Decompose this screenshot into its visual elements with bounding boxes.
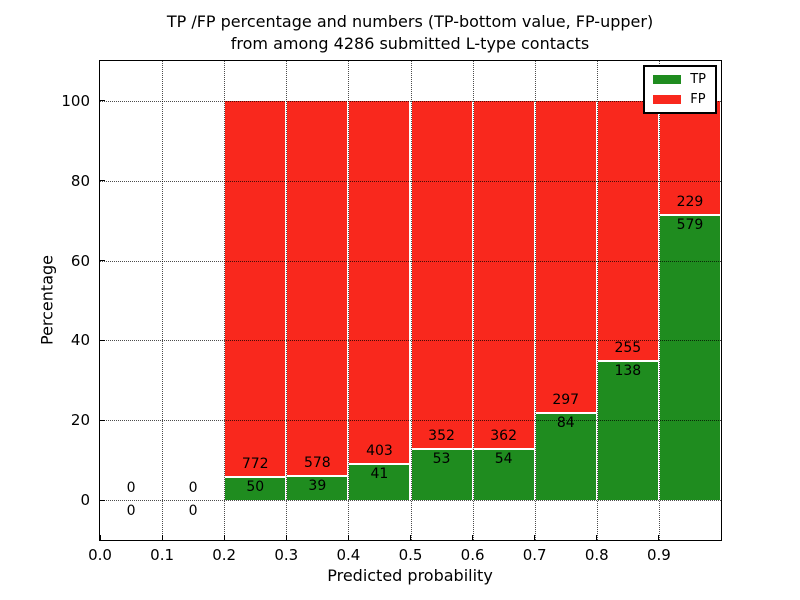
y-tick [100,499,105,501]
bar-fp [658,100,721,215]
x-tick [410,535,411,540]
y-tick [100,419,105,421]
bar-count-label-fp: 403 [366,443,393,460]
x-tick-label: 0.0 [88,546,112,564]
bar-count-label-tp: 53 [432,450,451,467]
gridline-vertical [596,61,598,540]
x-axis-label: Predicted probability [327,566,493,585]
x-tick-label: 0.7 [522,546,547,564]
y-tick-label: 0 [80,491,90,510]
bar-fp [534,100,597,413]
bar-tp [658,214,721,501]
y-tick-label: 40 [70,331,90,350]
bar-count-label-fp: 0 [126,480,136,497]
bar-count-label-tp: 579 [676,217,704,234]
gridline-vertical [162,61,164,540]
bar-fp [224,100,287,476]
x-tick [347,535,349,540]
bar-count-label-fp: 297 [552,392,580,409]
gridline-vertical [348,61,350,540]
bar-count-label-tp: 39 [308,477,327,494]
bar-count-label-tp: 84 [556,415,575,432]
x-tick-label: 0.3 [274,546,299,564]
legend-label-fp: FP [690,92,706,107]
x-tick [99,535,101,540]
bar-fp [472,100,535,449]
bar-fp [286,100,349,475]
x-tick-label: 0.6 [460,546,485,564]
x-tick [658,535,660,540]
x-tick-label: 0.2 [212,546,237,564]
bar-fp [348,100,411,464]
x-tick [285,535,287,540]
bar-count-label-fp: 772 [241,455,269,472]
legend: TP FP [643,65,717,114]
y-tick-label: 20 [70,411,90,430]
bar-count-label-fp: 352 [428,427,455,444]
x-tick [161,535,163,540]
bar-tp [224,475,287,501]
chart-title-line2: from among 4286 submitted L-type contact… [230,34,590,53]
bar-count-label-tp: 0 [126,503,136,520]
gridline-vertical [472,61,474,540]
x-tick [472,535,474,540]
y-tick [100,180,105,182]
bar-count-label-tp: 50 [246,478,265,495]
x-tick [223,535,225,540]
gridline-vertical [286,61,288,540]
chart-title-line1: TP /FP percentage and numbers (TP-bottom… [166,12,654,31]
bar-count-label-fp: 0 [188,480,198,497]
legend-entry-tp: TP [653,73,706,86]
y-tick-label: 80 [70,171,90,190]
x-tick-label: 0.9 [646,546,671,564]
x-tick [596,535,598,540]
x-tick [534,535,536,540]
x-tick-label: 0.5 [398,546,423,564]
bar-tp [410,447,473,501]
y-tick [100,339,105,341]
chart-title: TP /FP percentage and numbers (TP-bottom… [99,11,721,55]
bar-count-label-tp: 0 [188,503,198,520]
gridline-vertical [410,61,412,540]
bar-tp [286,474,349,501]
bar-count-label-fp: 362 [490,428,517,445]
y-tick-label: 60 [70,251,90,270]
y-tick [100,100,105,102]
tp-color-swatch-icon [653,75,682,84]
bar-fp [410,100,473,448]
x-tick-label: 0.8 [584,546,609,564]
legend-entry-fp: FP [653,93,706,106]
x-tick-label: 0.1 [150,546,175,564]
gridline-vertical [658,61,660,540]
gridline-vertical [534,61,536,540]
y-tick-label: 100 [61,91,90,110]
bar-tp [472,448,535,501]
bar-count-label-fp: 229 [676,194,704,211]
fp-color-swatch-icon [653,95,682,104]
bar-tp [534,412,597,501]
gridline-vertical [224,61,226,540]
y-tick [100,260,105,262]
bar-count-label-tp: 54 [494,451,513,468]
bar-tp [348,463,411,501]
plot-area: TP FP 0 0 0 0 772 50 578 39 403 41 352 53 362 54 297 84… [61,60,722,563]
legend-label-tp: TP [690,72,706,87]
x-tick-label: 0.4 [336,546,361,564]
bar-count-label-tp: 41 [370,466,389,483]
bar-count-label-fp: 578 [303,454,331,471]
bar-fp [596,100,659,360]
bar-tp [596,359,659,501]
bar-count-label-tp: 138 [614,362,642,379]
bar-count-label-fp: 255 [614,339,642,356]
